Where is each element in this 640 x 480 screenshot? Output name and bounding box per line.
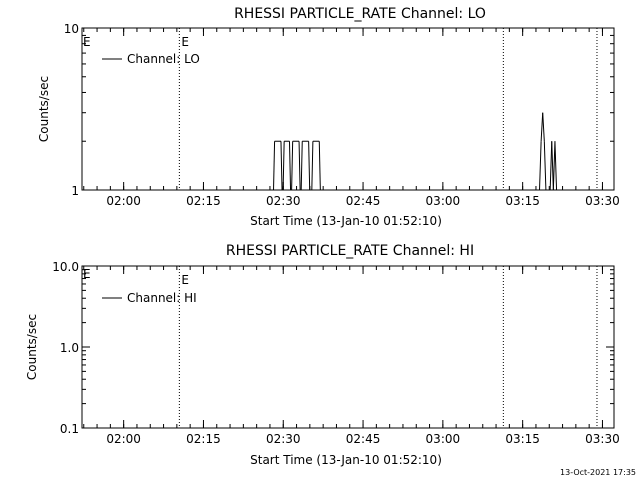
edge-marker-lo: E — [83, 35, 91, 49]
series-segment — [282, 141, 285, 191]
series-segment — [273, 141, 276, 191]
x-tick-labels-lo: 02:00 02:15 02:30 02:45 03:00 03:15 03:30 — [106, 194, 619, 208]
series-segment — [280, 141, 283, 191]
y-tick-labels-hi: 0.1 1.0 10.0 — [52, 260, 79, 436]
series-segment — [539, 141, 542, 191]
series-segment — [554, 141, 558, 191]
series-segment — [543, 141, 547, 191]
x-axis-label-hi: Start Time (13-Jan-10 01:52:10) — [250, 453, 442, 467]
series-segment — [291, 141, 294, 191]
legend-label-lo: Channel: LO — [127, 52, 200, 66]
x-tick-labels-hi: 02:00 02:15 02:30 02:45 03:00 03:15 03:30 — [106, 432, 619, 446]
x-tick-label: 03:30 — [585, 432, 620, 446]
x-tick-label: 02:00 — [106, 194, 141, 208]
chart-title-lo: RHESSI PARTICLE_RATE Channel: LO — [234, 6, 486, 22]
x-ticks-lo — [83, 28, 603, 190]
series-segment — [551, 141, 554, 191]
series-segment — [311, 141, 314, 191]
x-tick-label: 03:30 — [585, 194, 620, 208]
x-tick-label: 02:15 — [186, 432, 221, 446]
series-segment — [542, 112, 545, 142]
x-tick-label: 03:15 — [505, 194, 540, 208]
footer-timestamp: 13-Oct-2021 17:35 — [560, 468, 636, 477]
x-tick-label: 02:15 — [186, 194, 221, 208]
y-tick-labels-lo: 1 10 — [64, 22, 79, 198]
series-segment — [549, 141, 553, 191]
series-segment — [540, 112, 544, 142]
event-lines-hi: E — [178, 266, 598, 428]
y-tick-label: 1 — [71, 184, 79, 198]
y-ticks-lo — [82, 27, 614, 191]
edge-marker-hi: E — [83, 267, 91, 281]
y-tick-label: 1.0 — [60, 341, 79, 355]
x-tick-label: 02:45 — [346, 432, 381, 446]
series-segment — [552, 141, 556, 191]
panel-hi: RHESSI PARTICLE_RATE Channel: HI 02:00 02… — [25, 243, 620, 467]
y-axis-label-hi: Counts/sec — [25, 314, 39, 380]
y-tick-label: 10 — [64, 22, 79, 36]
series-segment — [300, 141, 303, 191]
event-lines-lo: E — [178, 28, 598, 190]
y-tick-label: 0.1 — [60, 422, 79, 436]
series-segment — [288, 141, 292, 191]
x-ticks-hi — [83, 266, 603, 428]
event-line-label: E — [181, 273, 189, 287]
x-tick-label: 03:15 — [505, 432, 540, 446]
y-tick-label: 10.0 — [52, 260, 79, 274]
series-segment — [318, 141, 321, 191]
series-segment — [308, 141, 311, 191]
series-segment — [298, 141, 301, 191]
x-tick-label: 02:30 — [266, 194, 301, 208]
event-line-label: E — [181, 35, 189, 49]
legend-label-hi: Channel: HI — [127, 291, 197, 305]
x-tick-label: 02:00 — [106, 432, 141, 446]
x-tick-label: 03:00 — [426, 432, 461, 446]
panel-lo: RHESSI PARTICLE_RATE Channel: LO 02:00 02… — [37, 6, 620, 228]
x-tick-label: 02:45 — [346, 194, 381, 208]
x-axis-label-lo: Start Time (13-Jan-10 01:52:10) — [250, 214, 442, 228]
y-ticks-hi — [82, 265, 614, 429]
y-axis-label-lo: Counts/sec — [37, 76, 51, 142]
x-tick-label: 02:30 — [266, 432, 301, 446]
chart-title-hi: RHESSI PARTICLE_RATE Channel: HI — [226, 243, 474, 259]
series-lo — [273, 112, 559, 191]
x-tick-label: 03:00 — [426, 194, 461, 208]
